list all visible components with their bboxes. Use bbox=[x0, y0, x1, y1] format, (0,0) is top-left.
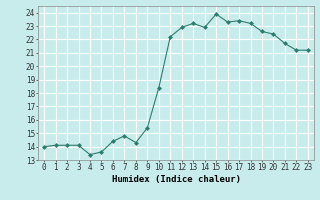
X-axis label: Humidex (Indice chaleur): Humidex (Indice chaleur) bbox=[111, 175, 241, 184]
